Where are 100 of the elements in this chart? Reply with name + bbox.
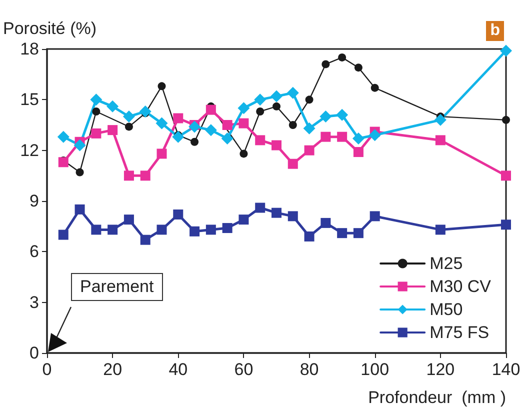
point [172,130,184,143]
y-tick-label: 3 [30,292,39,312]
point [270,90,282,102]
point [352,132,364,145]
point [256,107,264,116]
point [190,138,199,146]
point [336,108,348,121]
x-tick-label: 100 [360,360,390,379]
point [501,220,511,230]
point [337,132,348,142]
point [238,102,250,114]
point [255,135,266,146]
point [254,94,266,106]
y-tick-label: 9 [30,192,39,210]
point [272,102,280,110]
point [304,231,314,242]
point [238,118,249,128]
point [304,145,314,156]
point [303,122,316,134]
annotation: Parement [71,273,163,301]
y-tick-label: 0 [30,344,39,362]
point [156,117,168,130]
point [272,208,282,218]
point [320,110,332,123]
x-tick-label: 120 [426,360,455,379]
point [353,228,364,238]
point [188,120,201,133]
point [156,148,167,159]
point [305,96,314,104]
point [435,135,446,146]
point [91,128,102,138]
point [222,120,232,130]
point [354,64,362,72]
point [320,218,331,228]
point [139,105,152,118]
point [92,107,100,116]
point [58,230,68,240]
point [255,202,266,213]
point [204,124,217,136]
point [221,132,234,145]
point [320,132,331,142]
point [206,224,216,235]
point [90,94,102,106]
point [353,147,364,158]
point [140,234,150,245]
point [122,110,135,123]
point [173,210,184,220]
text: b [486,21,504,41]
point [370,211,380,222]
point [370,84,379,92]
point [272,140,282,150]
point [156,224,167,235]
point [140,170,150,181]
point [74,139,86,152]
point [240,150,248,158]
point [222,223,232,234]
point [91,224,102,235]
point [106,100,119,112]
point [158,82,166,90]
legend-label: M75 FS [430,323,490,342]
point [368,129,381,142]
y-tick-label: 15 [20,90,39,110]
point [124,170,134,181]
point [124,214,134,225]
point [338,53,346,62]
y-tick-label: 12 [20,140,39,160]
legend-label: M25 [430,254,463,273]
x-axis-title: Profondeur (mm ) [368,388,506,407]
point [190,226,200,236]
x-tick-label: 20 [103,360,122,379]
y-tick-label: 6 [30,242,39,262]
x-tick-label: 140 [492,360,520,379]
point [74,204,85,214]
legend-label: M30 CV [430,277,492,296]
y-tick-label: 18 [20,40,39,58]
y-axis-title: Porosité (%) [3,19,97,38]
point [435,224,446,235]
point [58,157,68,168]
x-tick-label: 80 [300,360,319,379]
point [337,228,348,238]
point [500,44,512,57]
point [288,158,298,169]
point [206,104,216,115]
point [173,113,184,124]
x-tick-label: 40 [168,360,188,379]
x-tick-label: 0 [42,360,52,379]
point [238,214,249,225]
legend-label: M50 [430,300,463,319]
point [108,125,118,136]
point [286,86,299,99]
point [108,224,118,235]
point [502,116,510,124]
point [57,130,70,143]
point [76,168,84,176]
point [501,170,511,181]
x-tick-label: 60 [234,360,254,379]
point [434,114,446,126]
point [322,60,330,68]
point [288,121,297,129]
point [288,211,298,222]
